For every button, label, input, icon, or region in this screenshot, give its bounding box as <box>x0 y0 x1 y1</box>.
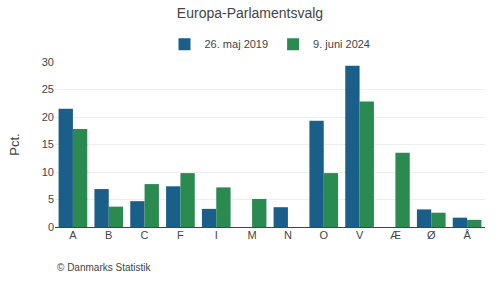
svg-text:B: B <box>105 229 112 241</box>
svg-text:30: 30 <box>42 56 54 68</box>
svg-text:10: 10 <box>42 166 54 178</box>
svg-text:0: 0 <box>48 221 54 233</box>
svg-text:O: O <box>319 229 328 241</box>
svg-text:© Danmarks Statistik: © Danmarks Statistik <box>57 262 152 273</box>
svg-text:I: I <box>215 229 218 241</box>
svg-text:Å: Å <box>463 229 471 241</box>
svg-text:C: C <box>141 229 149 241</box>
svg-text:A: A <box>69 229 77 241</box>
svg-text:25: 25 <box>42 83 54 95</box>
svg-text:Pct.: Pct. <box>7 133 22 155</box>
svg-text:9. juni 2024: 9. juni 2024 <box>313 38 370 50</box>
svg-text:V: V <box>356 229 364 241</box>
svg-text:20: 20 <box>42 111 54 123</box>
svg-text:5: 5 <box>48 193 54 205</box>
svg-text:Ø: Ø <box>427 229 436 241</box>
svg-text:F: F <box>177 229 184 241</box>
svg-text:15: 15 <box>42 138 54 150</box>
svg-text:N: N <box>284 229 292 241</box>
svg-text:M: M <box>247 229 256 241</box>
svg-text:26. maj 2019: 26. maj 2019 <box>205 38 269 50</box>
svg-text:Europa-Parlamentsvalg: Europa-Parlamentsvalg <box>177 5 323 21</box>
svg-text:Æ: Æ <box>390 229 401 241</box>
